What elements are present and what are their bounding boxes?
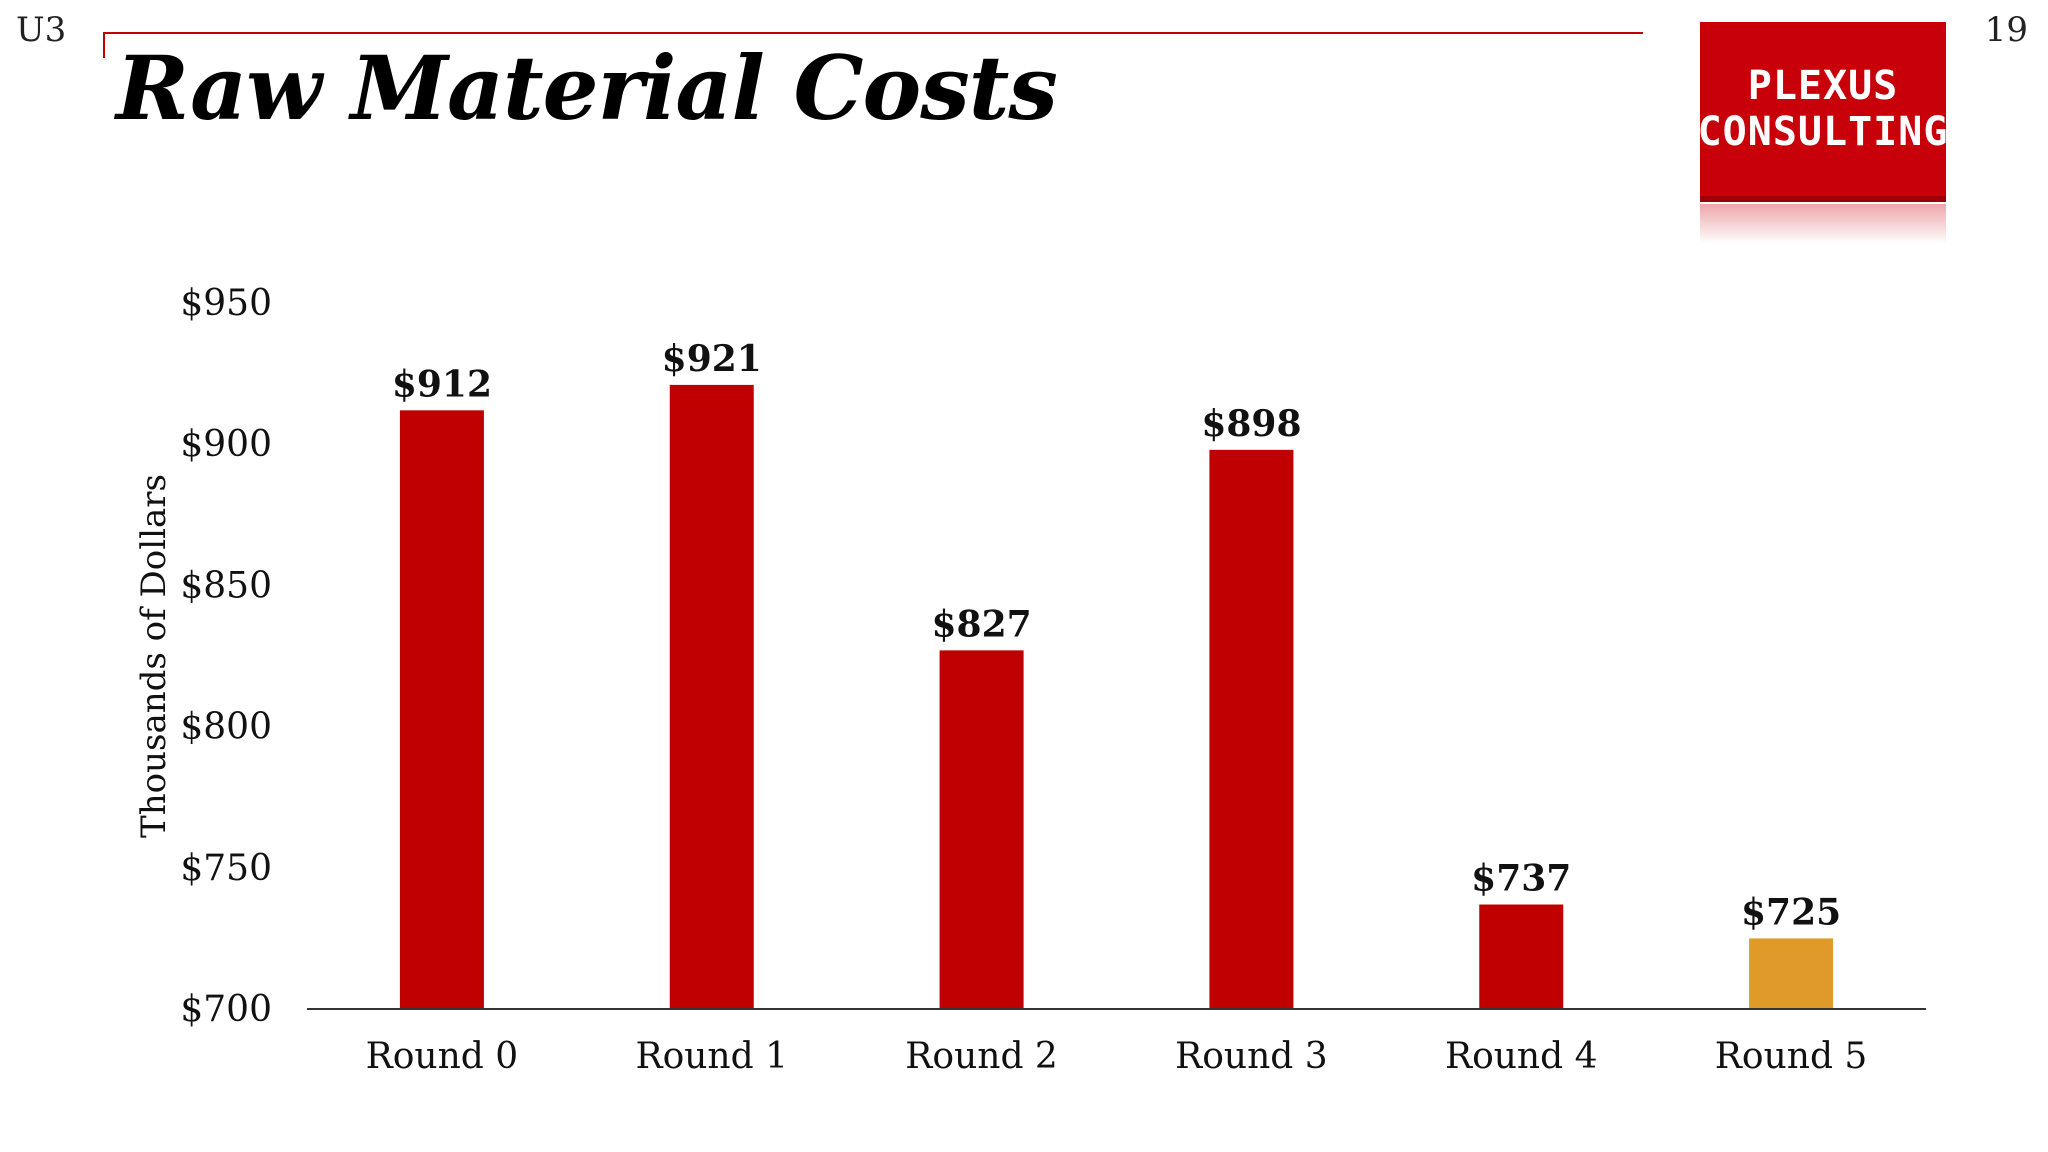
- data-label: $912: [392, 363, 492, 405]
- y-tick-label: $800: [180, 707, 272, 748]
- logo-reflection: [1700, 204, 1946, 244]
- x-tick-label: Round 3: [1175, 1036, 1328, 1077]
- section-label: U3: [16, 10, 67, 50]
- y-axis-title: Thousands of Dollars: [134, 474, 174, 838]
- y-tick-label: $700: [180, 989, 272, 1030]
- title-rule-tick: [103, 32, 105, 58]
- page-number: 19: [1984, 10, 2028, 50]
- data-labels: $912 $921 $827 $898 $737 $725: [392, 338, 1841, 934]
- logo-line-2: CONSULTING: [1697, 109, 1949, 155]
- title-rule: [103, 32, 1643, 34]
- y-tick-label: $750: [180, 848, 272, 889]
- x-axis-ticks: Round 0 Round 1 Round 2 Round 3 Round 4 Round…: [366, 1036, 1868, 1077]
- logo-line-1: PLEXUS: [1747, 63, 1899, 109]
- bar-round-1: [669, 384, 754, 1009]
- plexus-consulting-logo: PLEXUS CONSULTING: [1697, 22, 1949, 196]
- x-tick-label: Round 0: [366, 1036, 519, 1077]
- x-tick-label: Round 4: [1445, 1036, 1598, 1077]
- y-axis-ticks: $700 $750 $800 $850 $900 $950: [180, 283, 272, 1030]
- data-label: $898: [1201, 403, 1301, 445]
- y-tick-label: $850: [180, 565, 272, 606]
- bar-round-2: [939, 650, 1024, 1009]
- x-tick-label: Round 5: [1715, 1036, 1868, 1077]
- data-label: $737: [1471, 858, 1571, 900]
- data-label: $827: [931, 603, 1031, 645]
- bar-round-5: [1749, 938, 1834, 1009]
- bar-round-4: [1479, 904, 1564, 1009]
- bar-round-3: [1209, 449, 1294, 1009]
- bars: [399, 384, 1834, 1009]
- y-tick-label: $950: [180, 283, 272, 324]
- data-label: $725: [1741, 891, 1841, 933]
- x-tick-label: Round 2: [905, 1036, 1058, 1077]
- slide-title: Raw Material Costs: [116, 36, 1058, 140]
- x-tick-label: Round 1: [635, 1036, 788, 1077]
- bar-round-0: [399, 410, 484, 1009]
- data-label: $921: [662, 338, 762, 380]
- y-tick-label: $900: [180, 424, 272, 465]
